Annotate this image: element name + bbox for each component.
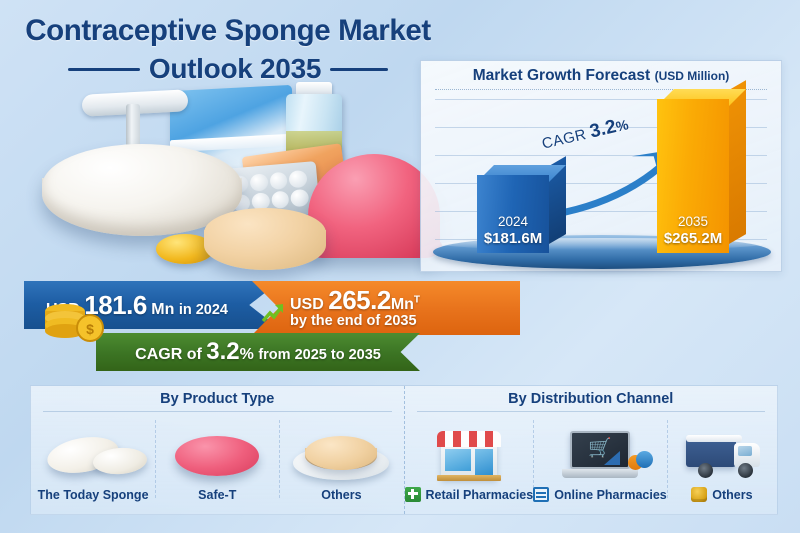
title-line-1: Contraceptive Sponge Market <box>25 14 431 47</box>
product-type-label-others: Others <box>321 488 362 502</box>
distribution-item-others[interactable]: Others <box>666 412 777 508</box>
laptop-accent-icon <box>603 451 620 465</box>
page-title: Contraceptive Sponge Market Outlook 2035 <box>18 14 438 85</box>
store-base-icon <box>436 475 501 481</box>
bar-2035-value: $265.2M <box>663 229 723 247</box>
ribbon-market-size-2035: USD 265.2MnT by the end of 2035 <box>252 281 520 335</box>
bar-2035-side <box>729 80 746 244</box>
product-type-item-others[interactable]: Others <box>279 412 403 508</box>
segment-product-type-divider <box>43 411 392 412</box>
bar-2024-value: $181.6M <box>483 229 543 247</box>
cart-glyph-icon: 🛒 <box>587 438 612 459</box>
market-growth-chart-panel: Market Growth Forecast (USD Million) CAG… <box>420 60 782 272</box>
truck-window-icon <box>737 446 752 456</box>
distribution-label-online-pharmacies: Online Pharmacies <box>533 487 667 502</box>
ribbon-orange-value: 265.2 <box>328 285 391 316</box>
pink-sponge-icon <box>175 436 260 476</box>
laptop-screen-icon <box>569 431 630 469</box>
bar-2035-label: 2035 $265.2M <box>657 214 729 247</box>
shopping-cart-icon <box>533 487 550 502</box>
truck-wheel-front-icon <box>737 463 753 478</box>
ribbon-blue-value: 181.6 <box>84 289 147 320</box>
bar-2024-year: 2024 <box>497 214 529 230</box>
laptop-art: 🛒 <box>533 423 667 485</box>
hero-product-illustration <box>8 82 442 292</box>
segments-panel: By Product Type The Today Sponge Safe-T <box>30 385 778 515</box>
ribbon-orange-line1: USD 265.2MnT <box>290 286 420 314</box>
green-growth-arrow-icon <box>262 304 284 323</box>
ribbon-orange-unit: Mn <box>390 296 414 314</box>
truck-cargo-icon <box>685 437 736 467</box>
ribbon-orange-superscript: T <box>413 294 421 306</box>
bar-2035: 2035 $265.2M <box>657 80 746 253</box>
safe-t-art <box>155 424 279 486</box>
chart-title-divider <box>435 89 767 90</box>
distribution-label-others-text: Others <box>712 487 753 502</box>
store-window-icon <box>444 449 471 471</box>
segment-distribution-channel-title: By Distribution Channel <box>508 391 674 407</box>
product-type-label-safe-t: Safe-T <box>198 488 237 502</box>
bar-2024: 2024 $181.6M <box>477 156 566 253</box>
ribbon-orange-text: USD 265.2MnT by the end of 2035 <box>290 286 420 330</box>
coins-icon <box>691 487 708 502</box>
tan-sponge-icon <box>305 436 378 470</box>
product-type-item-safe-t[interactable]: Safe-T <box>155 412 279 508</box>
ribbon-green-prefix: CAGR of <box>135 346 202 364</box>
pie-chart-blue-icon <box>635 451 653 468</box>
segment-distribution-channel-items: Retail Pharmacies 🛒 Online Pharmac <box>404 412 778 508</box>
distribution-item-online-pharmacies[interactable]: 🛒 Online Pharmacies <box>533 412 667 508</box>
title-rule-left <box>67 67 140 71</box>
chart-title: Market Growth Forecast (USD Million) <box>421 61 781 85</box>
storefront-art <box>405 423 534 485</box>
bar-2024-label: 2024 $181.6M <box>477 214 549 247</box>
distribution-item-retail-pharmacies[interactable]: Retail Pharmacies <box>404 412 534 508</box>
bar-2024-face <box>477 175 549 253</box>
segment-product-type: By Product Type The Today Sponge Safe-T <box>31 386 404 514</box>
ribbon-blue-unit: Mn <box>151 300 175 318</box>
others-sponge-art <box>279 424 403 486</box>
store-door-icon <box>474 449 493 475</box>
distribution-label-retail-pharmacies: Retail Pharmacies <box>404 487 534 502</box>
ribbon-blue-suffix: in 2024 <box>178 301 228 318</box>
svg-text:$: $ <box>86 321 94 337</box>
ribbon-orange-suffix: by the end of 2035 <box>290 313 417 330</box>
medical-kit-icon <box>404 487 421 502</box>
segment-distribution-channel: By Distribution Channel Retail Pharmacie… <box>403 386 778 514</box>
ribbon-orange-currency: USD <box>290 296 324 314</box>
title-line-2: Outlook 2035 <box>148 53 322 84</box>
delivery-truck-art <box>667 423 777 485</box>
key-metrics-ribbons: USD 181.6 Mn in 2024 USD 265.2MnT by the… <box>0 281 800 377</box>
title-rule-right <box>330 67 389 71</box>
segment-product-type-items: The Today Sponge Safe-T Others <box>31 412 404 508</box>
chart-title-unit: (USD Million) <box>654 69 730 83</box>
bar-2035-year: 2035 <box>677 214 709 230</box>
chart-title-main: Market Growth Forecast <box>472 67 651 84</box>
today-sponge-art <box>31 424 155 486</box>
pink-sponge-icon <box>308 154 440 258</box>
ribbon-cagr: CAGR of 3.2% from 2025 to 2035 <box>96 333 420 371</box>
tan-sponge-icon <box>204 208 326 270</box>
distribution-label-retail-pharmacies-text: Retail Pharmacies <box>425 487 534 502</box>
product-type-label-today-sponge: The Today Sponge <box>37 488 149 502</box>
distribution-label-online-pharmacies-text: Online Pharmacies <box>554 487 667 502</box>
store-awning-icon <box>436 431 501 447</box>
ribbon-green-value: 3.2 <box>206 338 240 366</box>
title-subline-row: Outlook 2035 <box>18 53 438 85</box>
ribbon-green-unit: % <box>239 346 254 364</box>
ribbon-green-text: CAGR of 3.2% from 2025 to 2035 <box>135 339 381 365</box>
distribution-label-others: Others <box>691 487 753 502</box>
chart-plot-area: CAGR 3.2% 2024 $181.6M 2035 $265.2M <box>421 80 781 271</box>
ribbon-green-suffix: from 2025 to 2035 <box>258 347 381 364</box>
product-type-item-today-sponge[interactable]: The Today Sponge <box>31 412 155 508</box>
white-sponge-icon <box>42 144 242 236</box>
segment-product-type-title: By Product Type <box>160 391 275 407</box>
truck-roof-icon <box>685 435 742 442</box>
segment-distribution-channel-divider <box>416 411 765 412</box>
truck-wheel-rear-icon <box>697 463 713 478</box>
bar-2035-face <box>657 99 729 253</box>
coins-stack-icon: $ <box>45 304 104 342</box>
laptop-base-icon <box>561 469 638 478</box>
